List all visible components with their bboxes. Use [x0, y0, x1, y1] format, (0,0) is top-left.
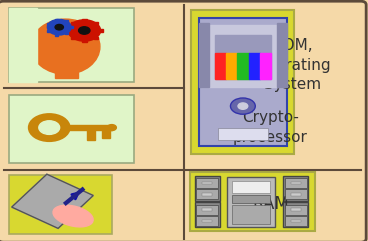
Bar — [291, 208, 301, 211]
FancyBboxPatch shape — [9, 8, 134, 82]
FancyBboxPatch shape — [9, 95, 134, 163]
Bar — [71, 37, 75, 39]
Bar — [284, 189, 307, 199]
Bar — [248, 53, 260, 79]
Bar — [47, 30, 50, 32]
Circle shape — [107, 125, 116, 131]
Bar — [87, 130, 95, 140]
Bar — [215, 35, 271, 79]
Bar — [196, 189, 218, 199]
Ellipse shape — [39, 49, 79, 71]
Bar — [237, 53, 248, 79]
Bar — [70, 26, 73, 28]
Bar — [232, 205, 270, 224]
Bar — [202, 208, 212, 211]
FancyBboxPatch shape — [9, 175, 112, 234]
Bar — [65, 20, 68, 22]
Bar — [283, 202, 308, 227]
Bar — [196, 216, 218, 226]
Text: Crypto-
processor: Crypto- processor — [233, 110, 308, 145]
Circle shape — [55, 24, 63, 30]
Bar — [215, 53, 226, 79]
Bar — [226, 53, 237, 79]
Bar — [98, 29, 103, 32]
Bar — [284, 178, 307, 188]
Circle shape — [238, 103, 248, 109]
Bar — [291, 220, 301, 222]
Bar — [202, 220, 212, 222]
Bar — [55, 34, 58, 36]
Text: ROM,
Operating
System: ROM, Operating System — [254, 38, 331, 92]
Circle shape — [39, 121, 60, 134]
Bar — [71, 22, 75, 24]
Bar — [55, 19, 58, 20]
Bar — [102, 130, 110, 138]
Bar — [93, 22, 98, 24]
Bar — [196, 178, 218, 188]
Bar — [82, 40, 86, 42]
Bar — [82, 19, 86, 21]
Ellipse shape — [31, 19, 100, 74]
Ellipse shape — [53, 205, 93, 227]
Bar — [284, 205, 307, 215]
Circle shape — [68, 20, 100, 41]
Bar — [66, 29, 70, 32]
Bar — [196, 205, 218, 215]
Bar — [47, 23, 50, 25]
Bar — [9, 8, 37, 82]
Bar — [199, 23, 209, 87]
Bar — [195, 176, 220, 201]
Bar — [65, 32, 68, 34]
FancyBboxPatch shape — [191, 10, 294, 154]
Ellipse shape — [79, 39, 89, 43]
FancyBboxPatch shape — [12, 174, 93, 228]
Bar — [283, 176, 308, 201]
Circle shape — [29, 114, 69, 141]
Bar — [202, 193, 212, 195]
Text: CPU: CPU — [254, 34, 287, 52]
Bar — [260, 53, 271, 79]
Bar — [291, 193, 301, 195]
Bar — [277, 23, 287, 87]
Bar — [93, 37, 98, 39]
Bar — [199, 18, 287, 146]
Bar — [218, 128, 268, 141]
Bar — [202, 182, 212, 184]
Bar — [49, 125, 112, 130]
FancyBboxPatch shape — [190, 172, 315, 231]
Bar — [227, 177, 275, 227]
Bar — [201, 25, 284, 87]
Bar — [232, 195, 270, 203]
Circle shape — [79, 27, 90, 34]
Circle shape — [230, 98, 255, 114]
Bar — [232, 181, 270, 193]
Bar — [195, 202, 220, 227]
Bar — [284, 216, 307, 226]
Bar — [291, 182, 301, 184]
Circle shape — [47, 19, 71, 35]
Bar — [56, 65, 78, 78]
Text: RAM: RAM — [252, 195, 289, 213]
